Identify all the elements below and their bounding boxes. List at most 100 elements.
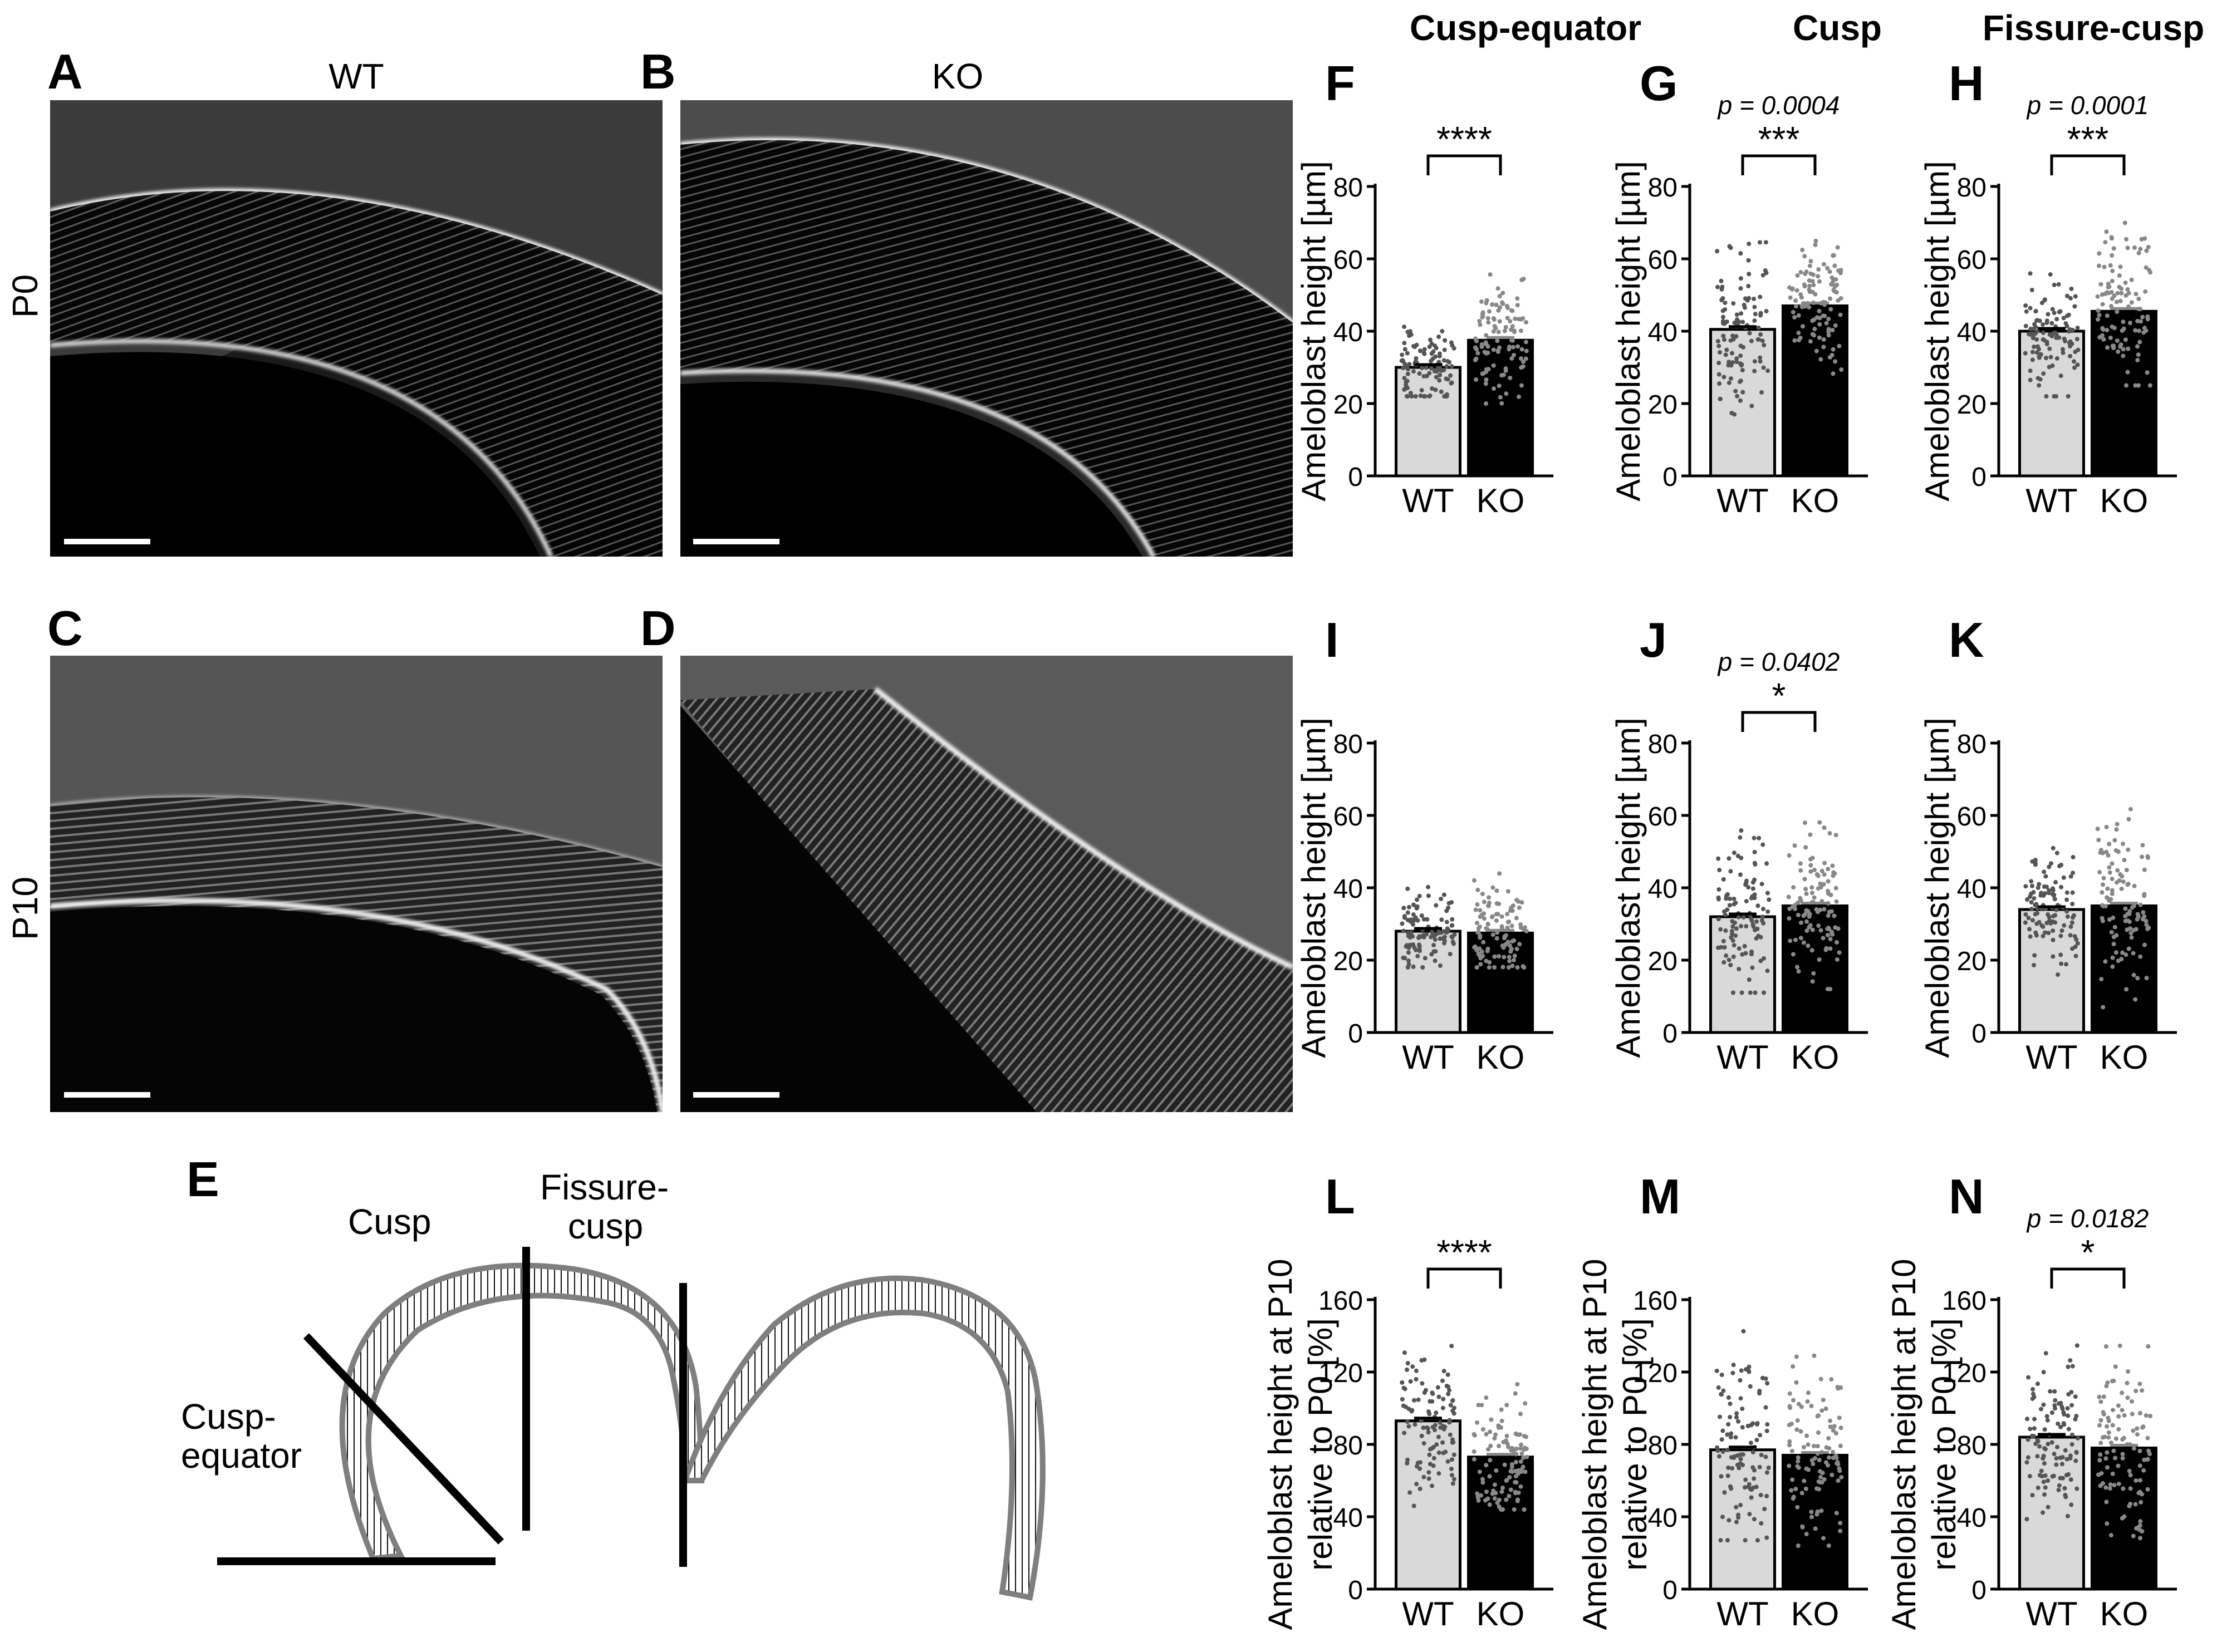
y-axis-label: Ameloblast height [µm]	[1295, 717, 1332, 1058]
data-point	[1835, 245, 1840, 250]
data-point	[1724, 953, 1729, 958]
data-point	[1502, 1462, 1507, 1467]
y-axis-label: Ameloblast height at P10	[1885, 1258, 1922, 1630]
data-point	[1429, 351, 1434, 356]
chart-f: F Ameloblast height [µm] 0 20 40 60 80 WT KO ****	[1295, 45, 1615, 519]
data-point	[2126, 1369, 2131, 1374]
data-point	[2052, 897, 2057, 902]
data-point	[2118, 344, 2123, 349]
data-point	[1791, 1494, 1796, 1499]
data-point	[1798, 861, 1803, 866]
data-point	[1816, 1413, 1821, 1418]
data-point	[2059, 1462, 2064, 1467]
data-point	[1806, 1390, 1811, 1395]
data-point	[1726, 363, 1731, 368]
data-point	[1765, 368, 1770, 373]
data-point	[1417, 934, 1422, 939]
panel-letter: J	[1640, 612, 1667, 667]
data-point	[2024, 1517, 2029, 1522]
data-point	[1484, 1489, 1489, 1494]
y-tick-label: 80	[1648, 730, 1678, 759]
significance-bracket	[1741, 154, 1817, 175]
data-point	[1429, 930, 1434, 935]
data-point	[1434, 1410, 1439, 1415]
data-point	[1733, 1435, 1738, 1440]
data-point	[2120, 1452, 2125, 1457]
data-point	[2042, 869, 2047, 874]
data-point	[1804, 269, 1809, 274]
bar-ko	[1782, 904, 1848, 1034]
data-point	[1518, 1446, 1523, 1451]
data-point	[2058, 952, 2063, 957]
data-point	[2140, 314, 2145, 319]
x-tick-label: WT	[1716, 1039, 1768, 1076]
data-point	[2120, 1516, 2125, 1521]
data-point	[2115, 338, 2120, 343]
data-point	[2128, 1502, 2133, 1507]
data-point	[2142, 236, 2147, 241]
data-point	[1448, 1403, 1453, 1408]
data-point	[1437, 378, 1442, 383]
bar-ko	[1467, 1456, 1534, 1591]
data-point	[1800, 324, 1805, 329]
significance-stars: ****	[1436, 1232, 1492, 1272]
data-point	[1716, 361, 1721, 366]
data-point	[1716, 1385, 1721, 1390]
data-point	[2042, 1446, 2047, 1451]
data-point	[1830, 1449, 1835, 1454]
data-point	[1814, 1512, 1819, 1517]
data-point	[2106, 1435, 2111, 1440]
data-point	[1490, 932, 1495, 937]
data-point	[2123, 383, 2128, 388]
data-point	[1496, 330, 1501, 335]
data-point	[2104, 229, 2109, 234]
data-point	[1717, 868, 1722, 873]
data-point	[2027, 927, 2032, 932]
data-point	[1443, 1449, 1448, 1454]
y-tick-label: 40	[1957, 874, 1987, 904]
data-point	[1764, 1428, 1769, 1433]
data-point	[2107, 842, 2112, 847]
data-point	[1804, 919, 1809, 924]
data-point	[1763, 240, 1768, 245]
data-point	[2034, 350, 2039, 355]
data-point	[2053, 1406, 2058, 1411]
data-point	[1796, 969, 1801, 974]
data-point	[2110, 891, 2115, 896]
data-point	[2119, 286, 2124, 291]
data-point	[1418, 348, 1423, 353]
data-point	[1813, 243, 1818, 248]
data-point	[2140, 1388, 2145, 1393]
data-point	[1738, 1396, 1743, 1401]
data-point	[2135, 1432, 2140, 1437]
data-point	[2121, 1486, 2126, 1491]
row-label-p10: P10	[5, 877, 45, 940]
data-point	[1499, 914, 1504, 919]
data-point	[2054, 907, 2059, 912]
data-point	[1738, 343, 1743, 348]
data-point	[1494, 918, 1499, 923]
data-point	[1752, 1517, 1757, 1522]
schematic-ameloblast-regions: Cusp Fissure- cusp Cusp- equator	[181, 1147, 1130, 1603]
bar-wt	[1709, 915, 1776, 1034]
data-point	[1508, 1469, 1513, 1474]
data-point	[2058, 1455, 2063, 1460]
data-point	[1824, 1445, 1829, 1450]
data-point	[2072, 365, 2077, 370]
data-point	[1412, 1422, 1417, 1427]
data-point	[1507, 958, 1512, 963]
data-point	[1742, 943, 1747, 948]
data-point	[1753, 927, 1758, 932]
data-point	[1758, 359, 1763, 364]
data-point	[2097, 251, 2102, 256]
data-point	[2127, 1468, 2132, 1473]
data-point	[1752, 877, 1757, 882]
data-point	[1492, 324, 1497, 329]
data-point	[1407, 362, 1412, 367]
data-point	[1436, 1450, 1441, 1455]
data-point	[1811, 283, 1816, 288]
data-point	[2100, 918, 2105, 923]
data-point	[1814, 872, 1819, 877]
data-point	[1821, 1536, 1826, 1541]
